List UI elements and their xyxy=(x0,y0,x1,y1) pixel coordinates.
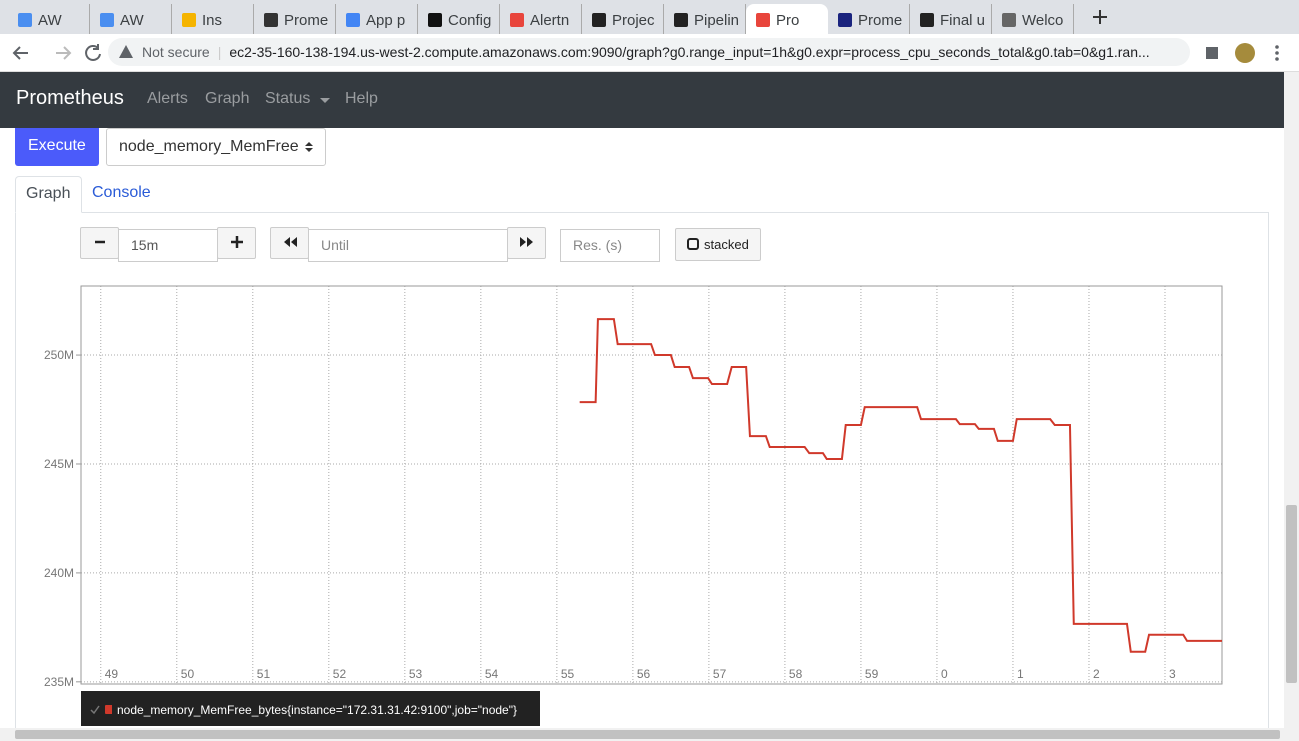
x-tick-label: 0 xyxy=(941,667,948,681)
range-plus[interactable] xyxy=(217,227,256,259)
x-tick-label: 53 xyxy=(409,667,423,681)
tab-title: Alertn xyxy=(530,12,570,29)
time-back[interactable] xyxy=(270,227,309,259)
y-tick-label: 235M xyxy=(44,675,74,689)
x-tick-label: 54 xyxy=(485,667,499,681)
nav-buttons[interactable] xyxy=(10,42,105,64)
tab-title: Pro xyxy=(776,12,800,29)
tab-title: Welco xyxy=(1022,12,1064,29)
legend-icons xyxy=(90,705,112,715)
resolution-input[interactable]: Res. (s) xyxy=(560,229,660,262)
tab-title: App p xyxy=(366,12,406,29)
series-line xyxy=(579,318,1222,653)
security-label: Not secure xyxy=(142,44,210,60)
until-input[interactable]: Until xyxy=(308,229,508,262)
browser-tab[interactable]: AW xyxy=(90,4,172,34)
x-tick-label: 1 xyxy=(1017,667,1024,681)
tab-icon xyxy=(920,13,934,27)
tab-title: Pipelin xyxy=(694,12,740,29)
x-tick-label: 49 xyxy=(105,667,119,681)
range-minus[interactable] xyxy=(80,227,119,259)
x-tick-label: 3 xyxy=(1169,667,1176,681)
browser-tab[interactable]: Prome xyxy=(828,4,910,34)
x-tick-label: 56 xyxy=(637,667,651,681)
tab-title: Final u xyxy=(940,12,986,29)
time-forward[interactable] xyxy=(507,227,546,259)
tab-icon xyxy=(838,13,852,27)
x-tick-label: 55 xyxy=(561,667,575,681)
tab-title: Projec xyxy=(612,12,655,29)
browser-tab[interactable]: Ins xyxy=(172,4,254,34)
tab-console[interactable]: Console xyxy=(92,184,151,201)
url: ec2-35-160-138-194.us-west-2.compute.ama… xyxy=(229,44,1150,60)
browser-tab[interactable]: Alertn xyxy=(500,4,582,34)
browser-tab[interactable]: Final u xyxy=(910,4,992,34)
browser-tab[interactable]: Pro xyxy=(746,4,828,34)
brand[interactable]: Prometheus xyxy=(16,87,124,109)
x-tick-label: 52 xyxy=(333,667,347,681)
h-scrollbar[interactable] xyxy=(0,728,1299,741)
x-tick-label: 2 xyxy=(1093,667,1100,681)
select-arrows xyxy=(305,142,313,152)
metric-name: node_memory_MemFree xyxy=(119,138,299,155)
tab-icon xyxy=(592,13,606,27)
nav-link[interactable]: Status xyxy=(265,90,311,107)
nav-link[interactable]: Help xyxy=(345,90,378,107)
tab-title: AW xyxy=(120,12,144,29)
browser-tab[interactable]: Pipelin xyxy=(664,4,746,34)
tab-title: Ins xyxy=(202,12,223,29)
y-tick-label: 250M xyxy=(44,348,74,362)
browser-tab[interactable]: Welco xyxy=(992,4,1074,34)
tab-icon xyxy=(18,13,32,27)
execute-button[interactable]: Execute xyxy=(15,128,99,166)
v-scrollbar[interactable] xyxy=(1284,72,1299,728)
tab-icon xyxy=(100,13,114,27)
browser-tab[interactable]: App p xyxy=(336,4,418,34)
tab-title: Prome xyxy=(284,12,329,29)
navbar: Prometheus Alerts Graph Status Help xyxy=(0,72,1284,128)
x-tick-label: 59 xyxy=(865,667,879,681)
caret xyxy=(320,98,330,108)
x-tick-label: 51 xyxy=(257,667,271,681)
chart: 235M 240M 245M 250M 49 50 51 52 53 54 55 56 57 58 59 0 1… xyxy=(44,285,1223,689)
tab-strip: AW AW Ins Prome App p Config Alertn Projec Pipel… xyxy=(0,0,1299,34)
browser-tab[interactable]: Projec xyxy=(582,4,664,34)
x-tick-label: 58 xyxy=(789,667,803,681)
tab-icon xyxy=(346,13,360,27)
nav-link[interactable]: Graph xyxy=(205,90,250,107)
browser-tab[interactable]: AW xyxy=(8,4,90,34)
tab-title: AW xyxy=(38,12,62,29)
x-tick-label: 57 xyxy=(713,667,727,681)
tab-title: Prome xyxy=(858,12,903,29)
warning-icon xyxy=(119,45,133,58)
metric-select[interactable]: node_memory_MemFree xyxy=(106,128,326,166)
nav-link[interactable]: Alerts xyxy=(147,90,188,107)
legend-entry[interactable]: node_memory_MemFree_bytes{instance="172.… xyxy=(117,703,517,717)
plot-frame xyxy=(80,285,1223,685)
tab-icon xyxy=(674,13,688,27)
new-tab[interactable] xyxy=(1092,9,1108,25)
browser-tab[interactable]: Config xyxy=(418,4,500,34)
browser-tab[interactable]: Prome xyxy=(254,4,336,34)
x-tick-label: 50 xyxy=(181,667,195,681)
stacked-label: stacked xyxy=(704,237,749,252)
tab-icon xyxy=(428,13,442,27)
tab-graph[interactable]: Graph xyxy=(15,176,82,213)
tab-icon xyxy=(182,13,196,27)
address-bar[interactable]: Not secure | ec2-35-160-138-194.us-west-2.… xyxy=(108,38,1190,66)
range-input[interactable]: 15m xyxy=(118,229,218,262)
tab-icon xyxy=(264,13,278,27)
y-tick-label: 240M xyxy=(44,566,74,580)
tab-icon xyxy=(510,13,524,27)
y-tick-label: 245M xyxy=(44,457,74,471)
stacked-toggle[interactable]: stacked xyxy=(675,228,761,261)
tab-icon xyxy=(1002,13,1016,27)
legend: node_memory_MemFree_bytes{instance="172.… xyxy=(81,691,540,726)
panel xyxy=(15,212,1269,732)
tab-icon xyxy=(756,13,770,27)
tab-title: Config xyxy=(448,12,492,29)
